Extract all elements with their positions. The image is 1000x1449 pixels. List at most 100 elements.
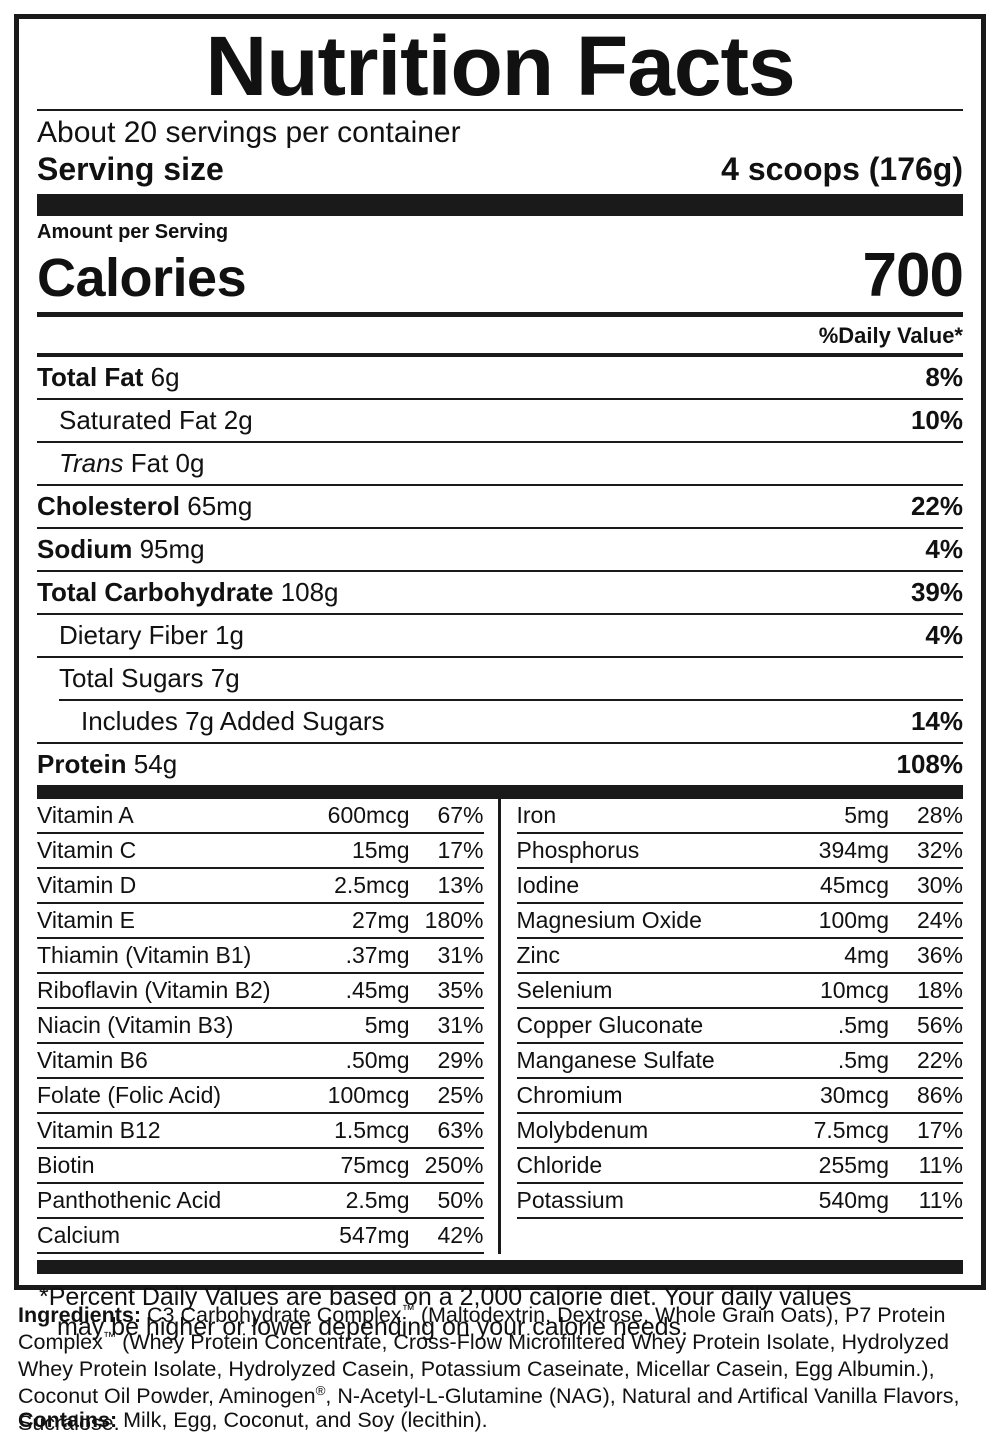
micronutrient-row: Chloride 255mg 11%: [516, 1149, 963, 1184]
micronutrient-daily-value: 31%: [437, 1011, 484, 1038]
micronutrient-daily-value: 56%: [916, 1011, 963, 1038]
ingredients-block: Ingredients: C3 Carbohydrate Complex™ (M…: [18, 1302, 984, 1437]
micronutrient-name: Manganese Sulfate: [516, 1046, 715, 1073]
micronutrient-row: Vitamin B12 1.5mcg 63%: [37, 1114, 484, 1149]
calories-value: 700: [862, 241, 964, 311]
micronutrient-name: Vitamin C: [37, 836, 137, 863]
micronutrient-row: Vitamin A 600mcg 67%: [37, 799, 484, 834]
nutrient-daily-value: 14%: [910, 705, 963, 736]
micronutrient-row: Manganese Sulfate .5mg 22%: [516, 1044, 963, 1079]
micronutrient-daily-value: 17%: [916, 1116, 963, 1143]
micronutrient-name: Molybdenum: [516, 1116, 649, 1143]
micronutrient-column-left: Vitamin A 600mcg 67% Vitamin C 15mg 17% Vitami…: [37, 799, 498, 1254]
nutrient-row: Sodium 95mg 4%: [37, 526, 963, 570]
micronutrient-name: Calcium: [37, 1221, 121, 1248]
micronutrient-divider-bar: [37, 784, 963, 799]
micronutrient-name: Niacin (Vitamin B3): [37, 1011, 234, 1038]
nutrition-facts-panel: Nutrition Facts About 20 servings per co…: [14, 14, 986, 1341]
nutrient-daily-value: 108%: [896, 748, 964, 779]
micronutrient-amount: 2.5mg: [345, 1186, 410, 1213]
micronutrient-amount: .45mg: [345, 976, 410, 1003]
nutrient-row: Dietary Fiber 1g 4%: [37, 612, 963, 656]
micronutrient-row: Iron 5mg 28%: [516, 799, 963, 834]
micronutrient-amount: 2.5mcg: [334, 871, 410, 898]
micronutrient-amount: 100mcg: [327, 1081, 410, 1108]
nutrient-daily-value: 22%: [910, 490, 963, 521]
nutrient-row: Total Carbohydrate 108g 39%: [37, 569, 963, 613]
micronutrient-amount: .5mg: [837, 1011, 889, 1038]
nutrient-daily-value: 4%: [925, 533, 963, 564]
ingredients-heading: Ingredients:: [18, 1303, 142, 1327]
micronutrient-name: Magnesium Oxide: [516, 906, 702, 933]
calories-row: Calories 700: [37, 241, 964, 311]
nutrient-name: Sodium 95mg: [37, 533, 205, 564]
micronutrient-name: Chromium: [516, 1081, 623, 1108]
micronutrient-row: Riboflavin (Vitamin B2) .45mg 35%: [37, 974, 484, 1009]
micronutrient-name: Copper Gluconate: [516, 1011, 704, 1038]
micronutrient-row: Iodine 45mcg 30%: [516, 869, 963, 904]
micronutrient-row: Selenium 10mcg 18%: [516, 974, 963, 1009]
micronutrient-amount: 5mg: [364, 1011, 410, 1038]
daily-value-footnote: *Percent Daily Values are based on a 2,0…: [37, 1274, 963, 1343]
micronutrient-amount: .37mg: [345, 941, 410, 968]
micronutrient-daily-value: 86%: [916, 1081, 963, 1108]
micronutrient-row: Copper Gluconate .5mg 56%: [516, 1009, 963, 1044]
micronutrient-daily-value: 180%: [424, 906, 484, 933]
micronutrient-amount: 600mcg: [327, 801, 410, 828]
title-divider: [37, 108, 963, 111]
serving-size-value: 4 scoops (176g): [721, 151, 963, 188]
micronutrient-amount: 100mg: [818, 906, 889, 933]
nutrient-daily-value: 4%: [925, 619, 963, 650]
page-title: Nutrition Facts: [205, 19, 795, 113]
micronutrient-name: Folate (Folic Acid): [37, 1081, 222, 1108]
nutrient-daily-value: 10%: [910, 404, 963, 435]
micronutrient-daily-value: 17%: [437, 836, 484, 863]
nutrient-name: Total Sugars 7g: [59, 662, 240, 693]
serving-divider-bar: [37, 194, 963, 217]
micronutrient-column-right: Iron 5mg 28% Phosphorus 394mg 32% Iodine 45mcg 3…: [497, 798, 963, 1254]
nutrient-row: Total Fat 6g 8%: [37, 352, 963, 398]
micronutrient-amount: 27mg: [351, 906, 410, 933]
micronutrient-daily-value: 36%: [916, 941, 963, 968]
micronutrient-daily-value: 250%: [424, 1151, 484, 1178]
micronutrient-row: Vitamin D 2.5mcg 13%: [37, 869, 484, 904]
micronutrient-amount: .5mg: [837, 1046, 889, 1073]
nutrient-name: Includes 7g Added Sugars: [81, 705, 385, 736]
micronutrient-row: Folate (Folic Acid) 100mcg 25%: [37, 1079, 484, 1114]
micronutrient-daily-value: 42%: [437, 1221, 484, 1248]
contains-heading: Contains:: [18, 1408, 118, 1432]
daily-value-header: %Daily Value*: [818, 322, 963, 348]
micronutrient-table: Vitamin A 600mcg 67% Vitamin C 15mg 17% Vitami…: [37, 798, 963, 1254]
micronutrient-daily-value: 11%: [918, 1151, 963, 1178]
serving-size-row: Serving size 4 scoops (176g): [37, 151, 963, 194]
micronutrient-name: Potassium: [516, 1186, 624, 1213]
micronutrient-amount: 45mcg: [819, 871, 889, 898]
nutrient-name: Trans Fat 0g: [59, 447, 205, 478]
nutrient-name: Protein 54g: [37, 748, 178, 779]
micronutrient-name: Selenium: [516, 976, 613, 1003]
nutrient-row: Includes 7g Added Sugars 14%: [59, 698, 963, 742]
calories-divider: [37, 311, 963, 317]
micronutrient-amount: 4mg: [844, 941, 889, 968]
micronutrient-daily-value: 11%: [918, 1186, 963, 1213]
nutrient-name: Total Fat 6g: [37, 361, 180, 392]
micronutrient-daily-value: 24%: [916, 906, 963, 933]
servings-per-container: About 20 servings per container: [37, 115, 461, 149]
micronutrient-name: Phosphorus: [516, 836, 640, 863]
micronutrient-amount: 547mg: [339, 1221, 410, 1248]
micronutrient-row: Potassium 540mg 11%: [516, 1184, 963, 1219]
micronutrient-daily-value: 63%: [437, 1116, 484, 1143]
nutrient-row: Total Sugars 7g: [37, 655, 963, 699]
ingredients-text: C3 Carbohydrate Complex™ (Maltodextrin, …: [18, 1301, 960, 1436]
micronutrient-row: Chromium 30mcg 86%: [516, 1079, 963, 1114]
micronutrient-daily-value: 13%: [437, 871, 484, 898]
micronutrient-name: Thiamin (Vitamin B1): [37, 941, 252, 968]
micronutrient-amount: 10mcg: [819, 976, 889, 1003]
nutrient-name: Dietary Fiber 1g: [59, 619, 244, 650]
micronutrient-amount: 75mcg: [340, 1151, 410, 1178]
micronutrient-daily-value: 18%: [916, 976, 963, 1003]
micronutrient-daily-value: 25%: [437, 1081, 484, 1108]
micronutrient-name: Iron: [516, 801, 557, 828]
micronutrient-name: Chloride: [516, 1151, 603, 1178]
